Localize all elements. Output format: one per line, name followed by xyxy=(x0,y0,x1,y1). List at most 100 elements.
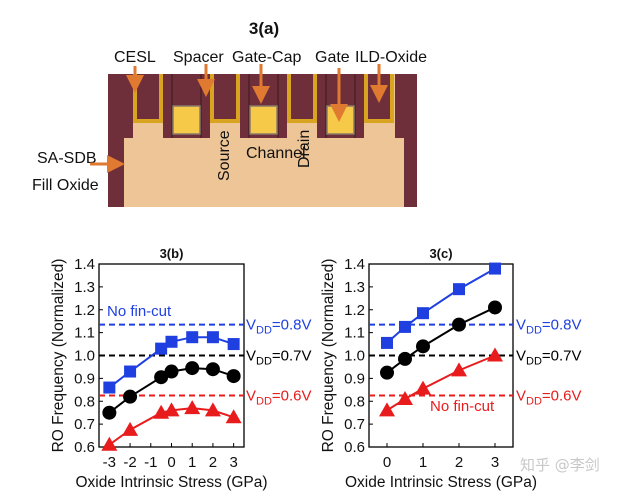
data-point-triangle xyxy=(415,380,431,395)
data-point-square xyxy=(103,381,116,394)
data-point-triangle xyxy=(451,362,467,377)
data-point-square xyxy=(124,365,137,378)
diagram-title: 3(a) xyxy=(249,19,279,38)
x-tick-label: -3 xyxy=(103,454,116,471)
data-point-square xyxy=(489,262,501,275)
data-point-triangle xyxy=(204,402,221,417)
x-axis-label: Oxide Intrinsic Stress (GPa) xyxy=(345,474,537,491)
data-point-square xyxy=(453,283,465,296)
y-tick-label: 1.4 xyxy=(74,256,95,273)
gate-metal xyxy=(249,105,278,135)
y-tick-label: 0.9 xyxy=(74,370,95,387)
data-point-triangle xyxy=(487,347,503,362)
gate-metal xyxy=(172,105,201,135)
data-point-triangle xyxy=(397,390,413,405)
data-point-circle xyxy=(185,361,200,376)
label-ild-oxide: ILD-Oxide xyxy=(355,49,427,66)
data-point-circle xyxy=(380,365,394,380)
data-point-triangle xyxy=(101,436,118,451)
data-point-circle xyxy=(488,300,502,315)
data-point-square xyxy=(186,331,199,344)
y-tick-label: 0.8 xyxy=(74,393,95,410)
arrows xyxy=(90,64,388,173)
chart-3(c): 3(c) 0.6 0.7 0.8 0.9 1.0 1.1 1.2 1.3 1.4 0 1 2 3 Oxide… xyxy=(320,246,582,491)
y-tick-label: 1.1 xyxy=(74,325,95,342)
data-point-circle xyxy=(102,405,117,420)
label-cesl: CESL xyxy=(114,49,156,66)
data-point-circle xyxy=(154,370,169,385)
x-tick-label: 3 xyxy=(491,454,499,471)
reference-line-label: VDD=0.8V xyxy=(246,317,312,337)
data-point-triangle xyxy=(163,402,180,417)
data-point-circle xyxy=(164,364,179,379)
data-point-circle xyxy=(398,351,412,366)
label-spacer: Spacer xyxy=(173,49,224,66)
data-point-circle xyxy=(226,369,241,384)
data-point-circle xyxy=(123,389,138,404)
data-point-circle xyxy=(205,362,220,377)
data-point-square xyxy=(417,307,429,320)
chart-3(b): 3(b) 0.6 0.7 0.8 0.9 1.0 1.1 1.2 1.3 1.4 -3 -2 -1 0 1 2… xyxy=(50,246,312,491)
spacer xyxy=(395,74,404,138)
chart-title: 3(b) xyxy=(160,246,184,261)
label-channel: Channel xyxy=(246,145,306,162)
label-gate-cap: Gate-Cap xyxy=(232,49,301,66)
x-tick-label: 0 xyxy=(167,454,175,471)
y-tick-label: 1.2 xyxy=(74,302,95,319)
annotation-no-fin-cut: No fin-cut xyxy=(430,398,495,415)
y-axis-label: RO Frequency (Normalized) xyxy=(50,259,67,453)
y-tick-label: 1.4 xyxy=(344,256,365,273)
label-gate: Gate xyxy=(315,49,350,66)
watermark: 知乎 @李剑 xyxy=(520,456,600,474)
y-axis-label: RO Frequency (Normalized) xyxy=(320,259,337,453)
reference-line-label: VDD=0.7V xyxy=(246,348,312,368)
y-tick-label: 0.7 xyxy=(344,416,365,433)
y-tick-label: 1.0 xyxy=(74,348,95,365)
y-tick-label: 0.9 xyxy=(344,370,365,387)
data-point-square xyxy=(227,338,240,351)
x-tick-label: 2 xyxy=(455,454,463,471)
y-tick-label: 0.7 xyxy=(74,416,95,433)
data-point-square xyxy=(165,335,178,348)
data-point-square xyxy=(155,342,168,355)
label-fill-oxide: Fill Oxide xyxy=(32,177,99,194)
data-point-triangle xyxy=(122,421,139,436)
x-tick-label: 2 xyxy=(209,454,217,471)
data-point-square xyxy=(381,336,393,349)
y-tick-label: 1.1 xyxy=(344,325,365,342)
x-tick-label: 1 xyxy=(419,454,427,471)
sdb-pillar-right xyxy=(404,74,417,207)
x-tick-label: 1 xyxy=(188,454,196,471)
x-tick-label: 0 xyxy=(383,454,391,471)
label-sa-sdb: SA-SDB xyxy=(37,150,97,167)
data-point-triangle xyxy=(184,400,201,415)
y-tick-label: 1.0 xyxy=(344,348,365,365)
reference-line-label: VDD=0.6V xyxy=(246,388,312,408)
ild-oxide xyxy=(214,74,236,119)
y-tick-label: 1.3 xyxy=(74,279,95,296)
x-tick-label: -2 xyxy=(123,454,136,471)
ild-oxide xyxy=(137,74,159,119)
reference-line-label: VDD=0.8V xyxy=(516,317,582,337)
x-axis-label: Oxide Intrinsic Stress (GPa) xyxy=(75,474,267,491)
y-tick-label: 0.8 xyxy=(344,393,365,410)
data-point-square xyxy=(399,320,411,333)
reference-line-label: VDD=0.6V xyxy=(516,388,582,408)
y-tick-label: 0.6 xyxy=(74,439,95,456)
y-tick-label: 1.2 xyxy=(344,302,365,319)
reference-line-label: VDD=0.7V xyxy=(516,348,582,368)
y-tick-label: 0.6 xyxy=(344,439,365,456)
y-tick-label: 1.3 xyxy=(344,279,365,296)
data-point-circle xyxy=(452,317,466,332)
ild-oxide xyxy=(291,74,313,119)
device-cross-section-diagram: 3(a) CESL Spacer Gate-Cap Gate ILD-Oxide… xyxy=(32,19,427,207)
annotation-no-fin-cut: No fin-cut xyxy=(107,303,172,320)
x-tick-label: -1 xyxy=(144,454,157,471)
sdb-pillar-left xyxy=(108,74,124,207)
label-drain: Drain xyxy=(296,130,313,168)
data-point-triangle xyxy=(225,409,242,424)
data-point-circle xyxy=(416,339,430,354)
data-point-triangle xyxy=(379,402,395,417)
x-tick-label: 3 xyxy=(229,454,237,471)
